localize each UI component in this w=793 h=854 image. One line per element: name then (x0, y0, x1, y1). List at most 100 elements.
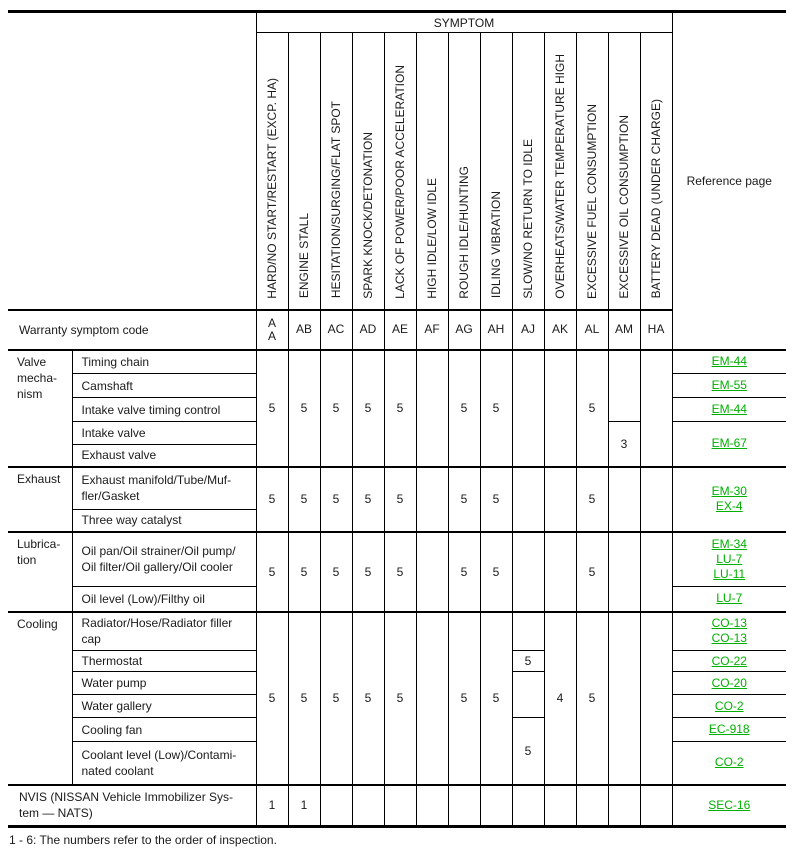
value-cell (511, 530, 545, 612)
item-radiator: Radiator/Hose/Radiator filler cap (71, 610, 257, 651)
value-cell (415, 348, 449, 467)
ref-cell: CO-20 (671, 671, 787, 695)
symptom-column-overheats: OVERHEATS/WATER TEMPERATURE HIGH (543, 32, 577, 310)
value-cell: 5 (287, 530, 321, 612)
value-cell (607, 610, 641, 785)
item-exhaust-valve: Exhaust valve (71, 444, 257, 467)
symptom-column-label: HIGH IDLE/LOW IDLE (425, 177, 439, 299)
warranty-code-al: AL (575, 308, 609, 350)
ref-cell: EM-44 (671, 348, 787, 374)
ref-cell: CO-13 CO-13 (671, 610, 787, 651)
reference-link[interactable]: LU-7 (716, 551, 743, 566)
value-cell: 5 (255, 465, 289, 532)
reference-link[interactable]: CO-13 (711, 631, 747, 646)
warranty-code-ah: AH (479, 308, 513, 350)
value-cell (639, 348, 673, 467)
reference-link[interactable]: EM-67 (711, 436, 747, 451)
value-cell (511, 783, 545, 827)
value-cell (607, 465, 641, 532)
reference-link[interactable]: EM-34 (711, 536, 747, 551)
value-cell (607, 348, 641, 422)
reference-link[interactable]: EC-918 (708, 722, 750, 736)
symptom-column-battery-dead: BATTERY DEAD (UNDER CHARGE) (639, 32, 673, 310)
symptom-column-label: BATTERY DEAD (UNDER CHARGE) (649, 99, 663, 299)
symptom-column-engine-stall: ENGINE STALL (287, 32, 321, 310)
symptom-column-hesitation: HESITATION/SURGING/FLAT SPOT (319, 32, 353, 310)
value-cell: 5 (511, 717, 545, 785)
value-cell (543, 465, 577, 532)
value-cell: 5 (319, 610, 353, 785)
reference-link[interactable]: EM-55 (711, 378, 747, 392)
value-cell (639, 783, 673, 827)
item-coolant-level: Coolant level (Low)/Contami- nated coola… (71, 741, 257, 785)
value-cell: 5 (575, 465, 609, 532)
value-cell: 5 (383, 610, 417, 785)
reference-link[interactable]: CO-2 (714, 698, 744, 713)
symptom-column-hard-no-start: HARD/NO START/RESTART (EXCP. HA) (255, 32, 289, 310)
value-cell (415, 465, 449, 532)
reference-link[interactable]: EX-4 (715, 499, 743, 513)
value-cell: 5 (319, 348, 353, 467)
warranty-code-ag: AG (447, 308, 481, 350)
warranty-code-ae: AE (383, 308, 417, 350)
reference-link[interactable]: LU-11 (713, 566, 746, 581)
value-cell: 5 (351, 610, 385, 785)
value-cell (543, 783, 577, 827)
value-cell: 5 (575, 610, 609, 785)
value-cell: 5 (255, 530, 289, 612)
ref-cell: EM-30 EX-4 (671, 465, 787, 532)
value-cell (511, 348, 545, 467)
value-cell (575, 783, 609, 827)
reference-link[interactable]: CO-13 (711, 616, 747, 631)
value-cell: 5 (447, 530, 481, 612)
reference-link[interactable]: CO-2 (714, 755, 744, 770)
value-cell (607, 530, 641, 612)
value-cell: 1 (255, 783, 289, 827)
section-label-valve-mechanism: Valve mecha- nism (8, 348, 73, 467)
value-cell: 5 (383, 348, 417, 467)
value-cell (511, 671, 545, 718)
item-three-way-catalyst: Three way catalyst (71, 509, 257, 532)
section-label-cooling: Cooling (8, 610, 73, 785)
symptom-column-label: EXCESSIVE FUEL CONSUMPTION (585, 103, 599, 299)
symptom-column-spark-knock: SPARK KNOCK/DETONATION (351, 32, 385, 310)
symptom-column-oil-consumption: EXCESSIVE OIL CONSUMPTION (607, 32, 641, 310)
value-cell: 3 (607, 421, 641, 467)
value-cell: 5 (351, 348, 385, 467)
section-label-exhaust: Exhaust (8, 465, 73, 532)
value-cell: 5 (383, 465, 417, 532)
ref-cell: CO-22 (671, 650, 787, 672)
warranty-code-ha: HA (639, 308, 673, 350)
reference-link[interactable]: CO-20 (711, 675, 747, 690)
value-cell: 1 (287, 783, 321, 827)
symptom-column-label: HESITATION/SURGING/FLAT SPOT (329, 101, 343, 299)
value-cell (543, 530, 577, 612)
item-oil-pan: Oil pan/Oil strainer/Oil pump/ Oil filte… (71, 530, 257, 587)
reference-link[interactable]: EM-44 (711, 354, 747, 369)
value-cell (415, 610, 449, 785)
reference-link[interactable]: CO-22 (711, 653, 747, 668)
warranty-code-ac: AC (319, 308, 353, 350)
value-cell (639, 465, 673, 532)
value-cell: 5 (447, 465, 481, 532)
symptom-column-label: SPARK KNOCK/DETONATION (361, 131, 375, 299)
value-cell: 5 (255, 348, 289, 467)
value-cell: 5 (319, 465, 353, 532)
value-cell: 5 (287, 348, 321, 467)
ref-cell: EM-44 (671, 397, 787, 422)
item-camshaft: Camshaft (71, 373, 257, 398)
item-cooling-fan: Cooling fan (71, 717, 257, 742)
reference-link[interactable]: LU-7 (716, 591, 743, 606)
symptom-column-label: ROUGH IDLE/HUNTING (457, 165, 471, 299)
reference-link[interactable]: EM-30 (711, 484, 747, 498)
reference-link[interactable]: SEC-16 (708, 797, 751, 812)
value-cell (639, 530, 673, 612)
value-cell: 5 (479, 348, 513, 467)
value-cell (607, 783, 641, 827)
warranty-code-am: AM (607, 308, 641, 350)
value-cell: 5 (575, 348, 609, 467)
symptom-column-lack-of-power: LACK OF POWER/POOR ACCELERATION (383, 32, 417, 310)
item-water-gallery: Water gallery (71, 694, 257, 718)
reference-link[interactable]: EM-44 (711, 402, 747, 416)
